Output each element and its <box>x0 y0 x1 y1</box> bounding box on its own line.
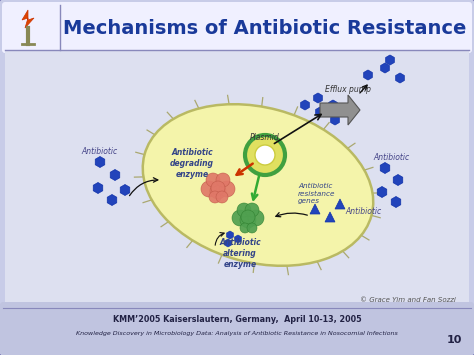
Polygon shape <box>110 169 120 180</box>
Circle shape <box>248 210 264 226</box>
Polygon shape <box>107 195 117 206</box>
Polygon shape <box>335 199 345 209</box>
Text: Antibiotic
degrading
enzyme: Antibiotic degrading enzyme <box>170 148 214 179</box>
Polygon shape <box>93 182 103 193</box>
Polygon shape <box>225 239 231 247</box>
Text: Antibiotic: Antibiotic <box>345 208 381 217</box>
Circle shape <box>219 181 235 197</box>
Polygon shape <box>316 107 324 117</box>
Text: Antibiotic: Antibiotic <box>82 147 118 157</box>
Text: Antibiotic
resistance
genes: Antibiotic resistance genes <box>298 183 336 204</box>
Polygon shape <box>314 93 322 103</box>
Polygon shape <box>386 55 394 65</box>
Circle shape <box>247 223 257 233</box>
Circle shape <box>206 173 220 187</box>
Circle shape <box>211 181 225 195</box>
Polygon shape <box>325 212 335 222</box>
Circle shape <box>210 183 226 199</box>
Text: Mechanisms of Antibiotic Resistance: Mechanisms of Antibiotic Resistance <box>64 20 467 38</box>
Polygon shape <box>95 157 105 168</box>
Polygon shape <box>235 235 241 243</box>
Text: 10: 10 <box>447 335 462 345</box>
Polygon shape <box>364 70 373 80</box>
FancyBboxPatch shape <box>0 302 474 355</box>
Polygon shape <box>310 204 320 214</box>
Circle shape <box>216 191 228 203</box>
Text: Antibiotic: Antibiotic <box>374 153 410 163</box>
Text: KMM’2005 Kaiserslautern, Germany,  April 10-13, 2005: KMM’2005 Kaiserslautern, Germany, April … <box>113 315 361 323</box>
Polygon shape <box>380 163 390 174</box>
Polygon shape <box>320 95 360 125</box>
Circle shape <box>245 203 259 217</box>
Circle shape <box>232 210 248 226</box>
Polygon shape <box>120 185 130 196</box>
Circle shape <box>255 145 275 165</box>
Circle shape <box>241 210 255 224</box>
Circle shape <box>201 181 217 197</box>
Polygon shape <box>227 231 234 239</box>
Polygon shape <box>22 10 34 28</box>
Polygon shape <box>393 175 403 186</box>
FancyBboxPatch shape <box>5 51 469 303</box>
Text: Plasmid: Plasmid <box>250 133 280 142</box>
Circle shape <box>209 191 221 203</box>
Polygon shape <box>391 197 401 208</box>
Polygon shape <box>331 115 339 125</box>
Polygon shape <box>301 100 310 110</box>
Circle shape <box>245 135 285 175</box>
Circle shape <box>240 223 250 233</box>
Text: Knowledge Discovery in Microbiology Data: Analysis of Antibiotic Resistance in N: Knowledge Discovery in Microbiology Data… <box>76 331 398 335</box>
Circle shape <box>240 212 256 228</box>
Text: Antibiotic
altering
enzyme: Antibiotic altering enzyme <box>219 238 261 269</box>
FancyBboxPatch shape <box>2 2 472 53</box>
Polygon shape <box>381 63 389 73</box>
Polygon shape <box>328 100 337 110</box>
Circle shape <box>237 203 251 217</box>
Text: © Grace Yim and Fan Sozzi: © Grace Yim and Fan Sozzi <box>360 297 456 303</box>
Polygon shape <box>396 73 404 83</box>
Circle shape <box>216 173 230 187</box>
Polygon shape <box>377 186 387 197</box>
Ellipse shape <box>143 104 373 266</box>
Text: Efflux pump: Efflux pump <box>325 84 371 93</box>
